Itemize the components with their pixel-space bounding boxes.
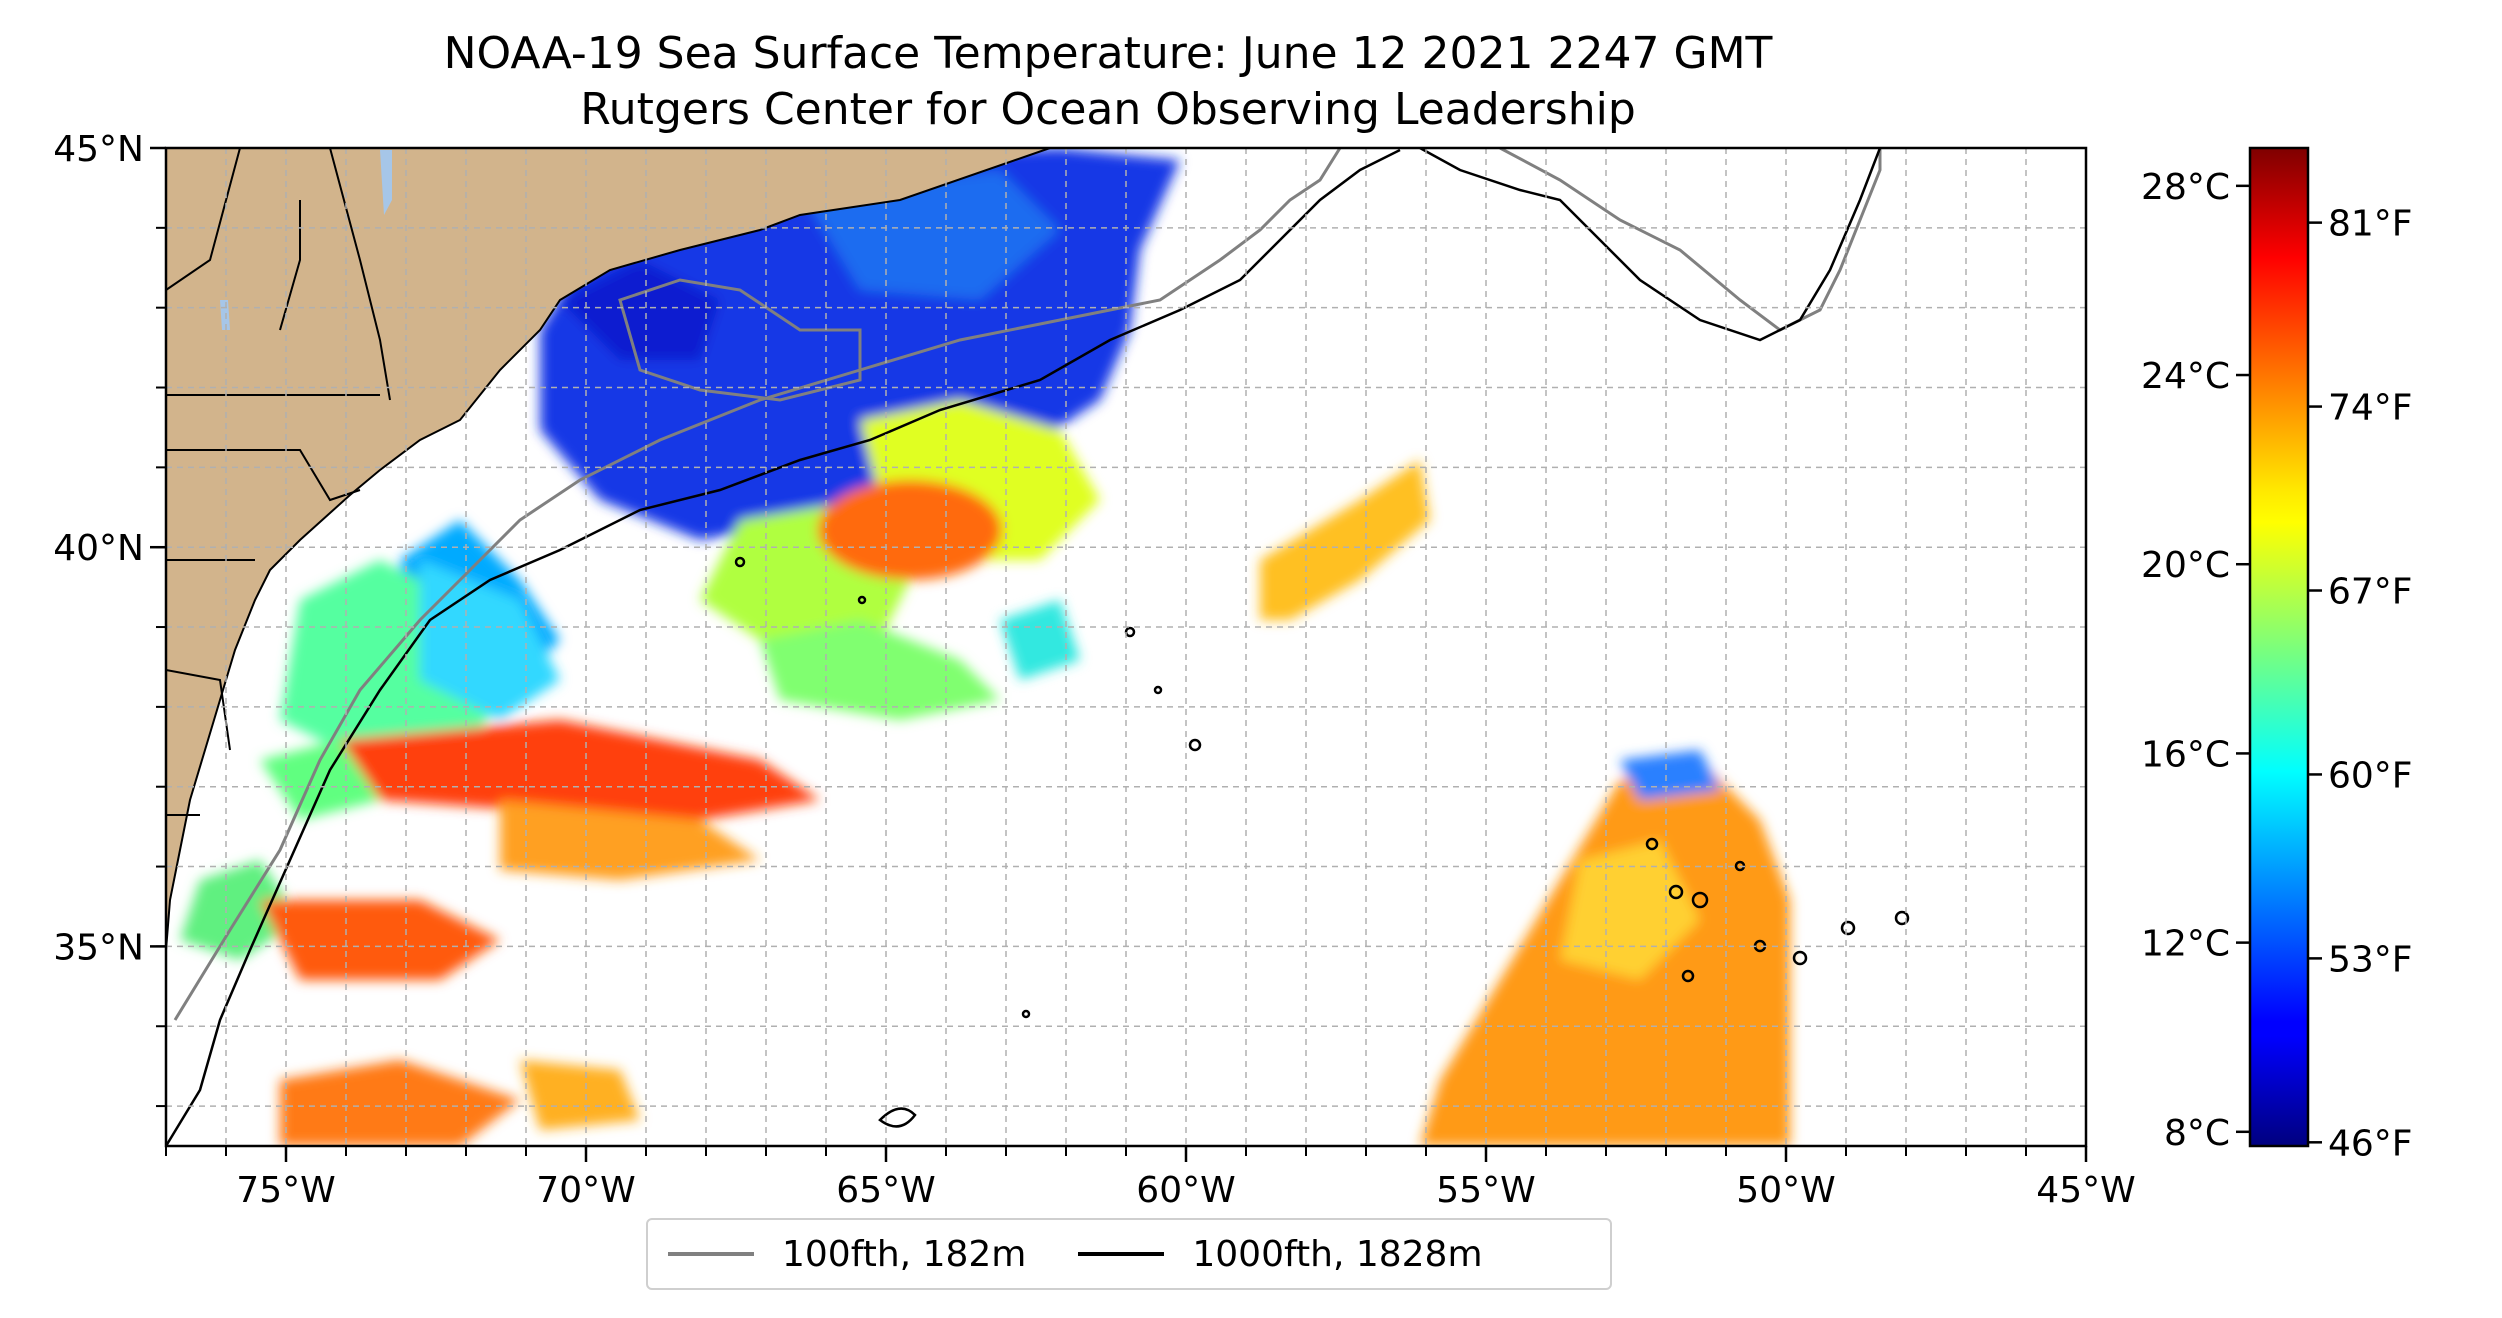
celsius-tick-label: 16°C bbox=[2141, 734, 2230, 775]
lon-tick-label: 60°W bbox=[1136, 1170, 1235, 1211]
lat-tick-label: 35°N bbox=[53, 927, 144, 968]
lon-tick-label: 50°W bbox=[1736, 1170, 1835, 1211]
legend-line-100fth bbox=[668, 1252, 754, 1256]
figure-subtitle: Rutgers Center for Ocean Observing Leade… bbox=[580, 84, 1636, 135]
legend-line-1000fth bbox=[1078, 1252, 1165, 1256]
celsius-tick-label: 12°C bbox=[2141, 924, 2230, 965]
celsius-tick-label: 28°C bbox=[2141, 167, 2230, 208]
lon-tick-label: 70°W bbox=[536, 1170, 635, 1211]
lon-tick-label: 45°W bbox=[2036, 1170, 2135, 1211]
lon-tick-label: 55°W bbox=[1436, 1170, 1535, 1211]
longitude-axis: 75°W 70°W 65°W 60°W 55°W 50°W 45°W bbox=[165, 1146, 2136, 1211]
legend: 100fth, 182m 1000fth, 1828m bbox=[646, 1218, 1612, 1290]
latitude-axis: 45°N 40°N 35°N bbox=[53, 129, 166, 1108]
figure-title: NOAA-19 Sea Surface Temperature: June 12… bbox=[443, 28, 1773, 79]
lat-tick-label: 40°N bbox=[53, 528, 144, 569]
colorbar-gradient bbox=[2250, 148, 2308, 1146]
land-north-america bbox=[166, 148, 1051, 951]
colorbar-frame bbox=[2248, 146, 2310, 1148]
fahrenheit-tick-label: 60°F bbox=[2328, 755, 2413, 796]
colorbar-celsius-axis: 8°C 12°C 16°C 20°C 24°C 28°C bbox=[2141, 167, 2250, 1154]
map-plot-area bbox=[166, 148, 2086, 1146]
fahrenheit-tick-label: 53°F bbox=[2328, 939, 2413, 980]
fahrenheit-tick-label: 81°F bbox=[2328, 204, 2413, 245]
celsius-tick-label: 8°C bbox=[2164, 1113, 2230, 1154]
legend-label-1000fth: 1000fth, 1828m bbox=[1192, 1233, 1483, 1275]
legend-entry-1000fth: 1000fth, 1828m bbox=[1078, 1233, 1483, 1275]
legend-entry-100fth: 100fth, 182m bbox=[668, 1234, 1026, 1275]
colorbar-fahrenheit-axis: 46°F 53°F 60°F 67°F 74°F 81°F bbox=[2308, 204, 2413, 1164]
lat-tick-label: 45°N bbox=[53, 129, 144, 170]
lon-tick-label: 75°W bbox=[236, 1170, 335, 1211]
celsius-tick-label: 24°C bbox=[2141, 356, 2230, 397]
lon-tick-label: 65°W bbox=[836, 1170, 935, 1211]
fahrenheit-tick-label: 46°F bbox=[2328, 1123, 2413, 1164]
celsius-tick-label: 20°C bbox=[2141, 545, 2230, 586]
sst-swath-layer bbox=[180, 148, 1790, 1146]
legend-label-100fth: 100fth, 182m bbox=[782, 1233, 1027, 1275]
fahrenheit-tick-label: 74°F bbox=[2328, 388, 2413, 429]
fahrenheit-tick-label: 67°F bbox=[2328, 572, 2413, 613]
gridlines bbox=[166, 148, 2086, 1146]
colorbar: 8°C 12°C 16°C 20°C 24°C 28°C 46°F 53°F 60°F 67°F… bbox=[2141, 146, 2413, 1164]
